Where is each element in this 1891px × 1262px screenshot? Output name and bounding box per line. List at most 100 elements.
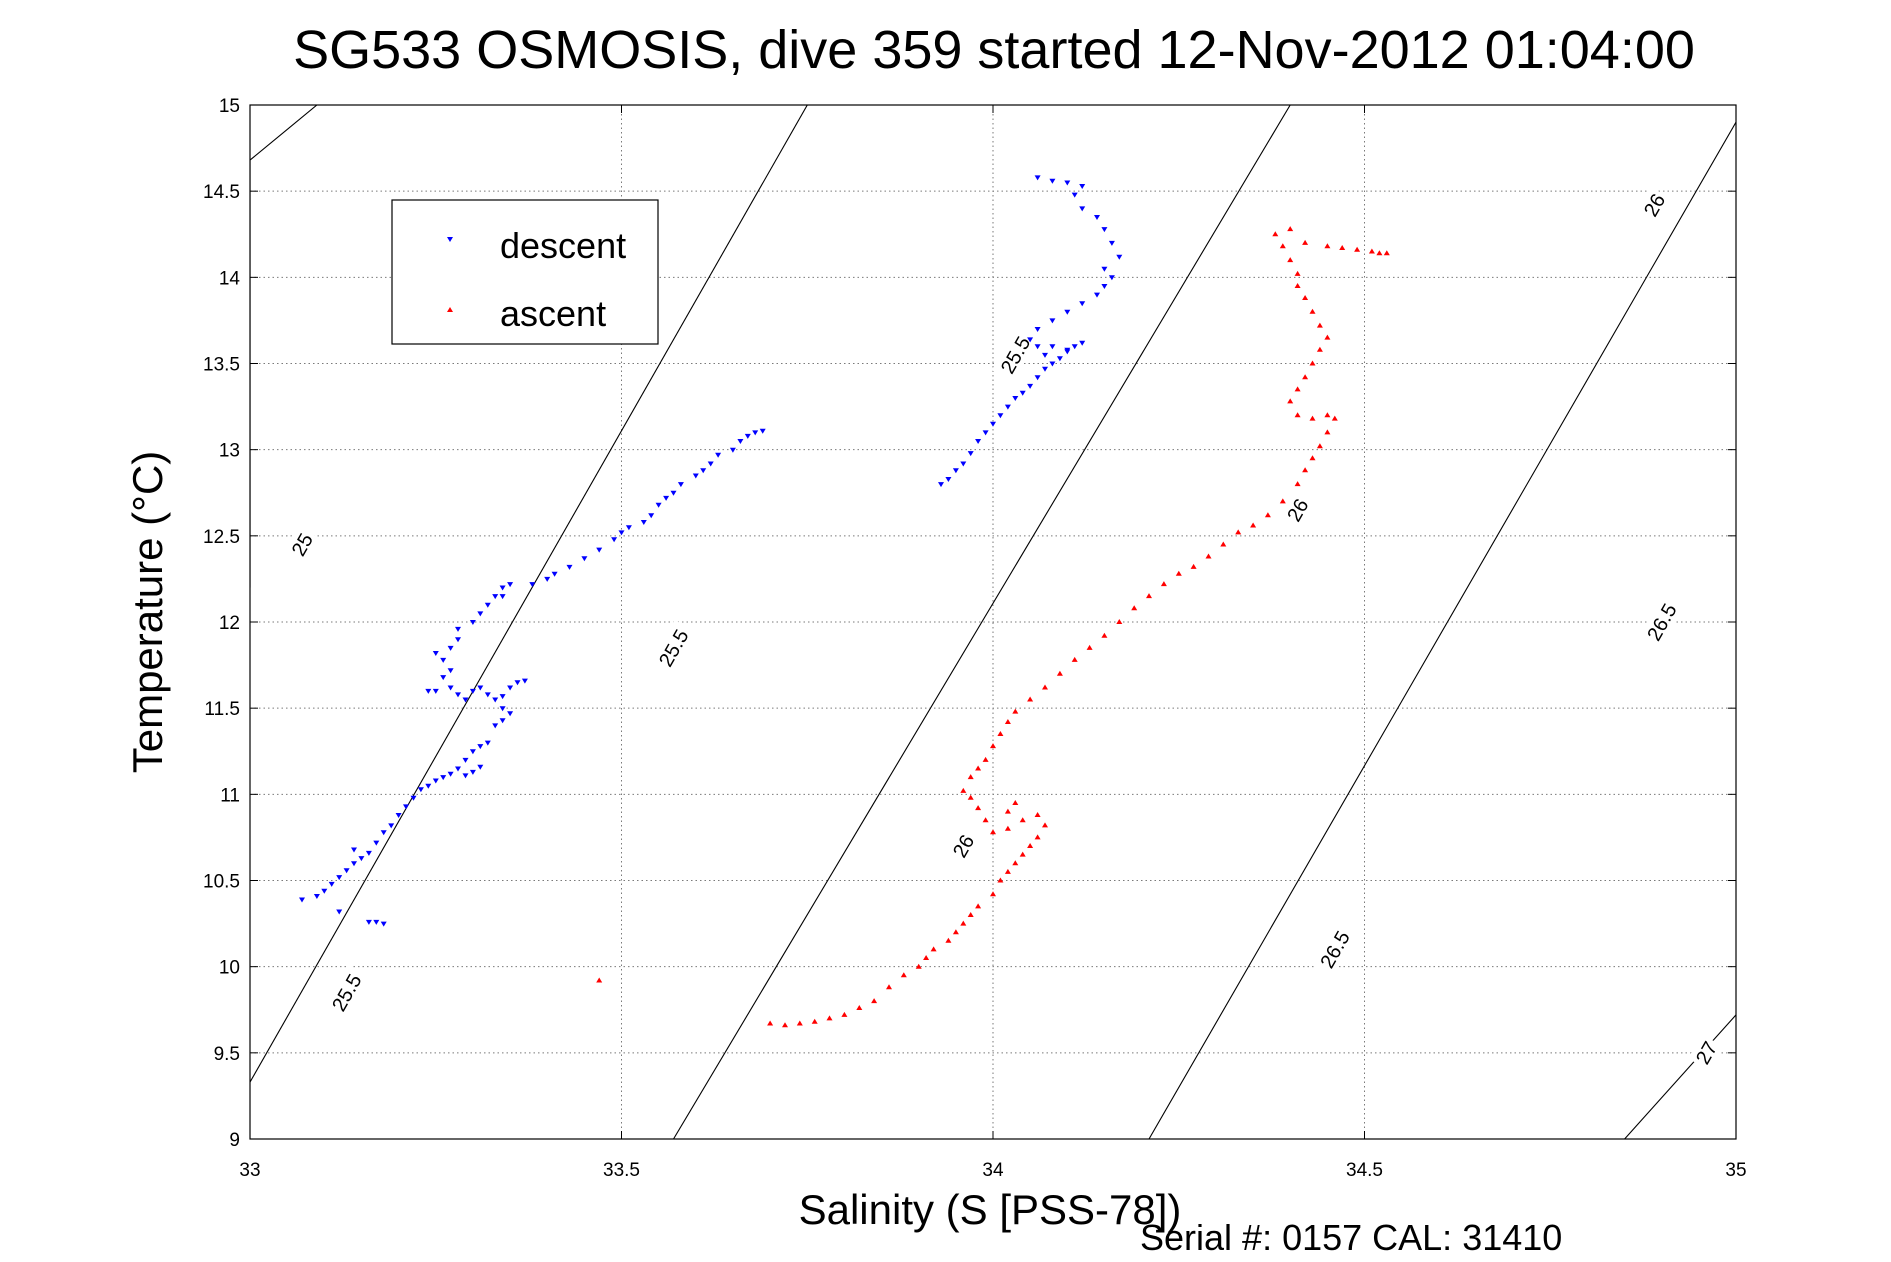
ascent-point bbox=[982, 817, 989, 823]
descent-point bbox=[343, 868, 350, 874]
descent-point bbox=[618, 530, 625, 536]
ascent-point bbox=[856, 1005, 863, 1010]
descent-point bbox=[514, 680, 521, 686]
x-tick-label: 33.5 bbox=[603, 1160, 640, 1181]
descent-point bbox=[1042, 366, 1048, 372]
descent-point bbox=[477, 744, 484, 750]
descent-point bbox=[759, 428, 766, 434]
descent-point bbox=[462, 697, 469, 703]
descent-point bbox=[1108, 275, 1115, 281]
descent-point bbox=[1056, 356, 1063, 362]
ascent-point bbox=[1071, 656, 1078, 662]
ascent-point bbox=[1034, 834, 1041, 840]
y-tick-label: 9 bbox=[229, 1130, 240, 1151]
ascent-point bbox=[900, 972, 907, 978]
descent-point bbox=[395, 813, 402, 818]
descent-point bbox=[729, 447, 736, 453]
y-tick-label: 10 bbox=[219, 958, 240, 979]
descent-point bbox=[1064, 347, 1071, 353]
descent-point bbox=[299, 897, 305, 903]
x-tick-label: 33 bbox=[239, 1160, 260, 1181]
descent-point bbox=[484, 602, 491, 608]
descent-point bbox=[1042, 352, 1048, 358]
ascent-point bbox=[1004, 868, 1011, 874]
descent-point bbox=[455, 692, 461, 698]
descent-point bbox=[351, 847, 357, 853]
y-tick-label: 13.5 bbox=[203, 355, 240, 376]
ascent-point bbox=[1272, 231, 1279, 237]
ascent-point bbox=[811, 1018, 818, 1024]
descent-point bbox=[1034, 375, 1041, 381]
descent-point bbox=[425, 688, 432, 694]
descent-point bbox=[440, 657, 447, 663]
ascent-point bbox=[1302, 239, 1309, 245]
descent-point bbox=[440, 675, 447, 681]
descent-point bbox=[336, 909, 343, 915]
ascent-point bbox=[1287, 257, 1294, 263]
descent-point bbox=[677, 482, 684, 488]
ascent-point bbox=[930, 946, 937, 952]
ascent-point bbox=[1316, 346, 1323, 352]
density-contours bbox=[250, 105, 1736, 1139]
contour-label-background bbox=[1688, 1034, 1723, 1071]
descent-point bbox=[358, 856, 365, 862]
descent-point bbox=[484, 740, 491, 746]
ascent-point bbox=[1101, 632, 1108, 638]
legend-descent-label: descent bbox=[500, 225, 626, 266]
descent-point bbox=[365, 919, 372, 925]
descent-point bbox=[566, 564, 573, 570]
ascent-point bbox=[1034, 812, 1041, 817]
descent-point bbox=[447, 668, 454, 674]
x-tick-label: 35 bbox=[1725, 1160, 1746, 1181]
ascent-point bbox=[1116, 619, 1123, 624]
x-axis-ticks: 33 33.5 34 34.5 35 bbox=[239, 105, 1747, 1181]
descent-point bbox=[1094, 215, 1100, 220]
ascent-point bbox=[1056, 670, 1063, 676]
descent-point bbox=[1094, 292, 1100, 298]
descent-point bbox=[477, 764, 484, 770]
descent-point bbox=[373, 919, 380, 925]
ascent-point bbox=[1302, 295, 1309, 300]
ascent-point bbox=[1042, 822, 1048, 828]
descent-point bbox=[1108, 240, 1115, 246]
descent-point bbox=[507, 685, 514, 691]
descent-point bbox=[417, 787, 424, 793]
descent-point bbox=[1049, 344, 1056, 350]
ascent-point bbox=[1383, 250, 1390, 256]
descent-point bbox=[447, 771, 454, 777]
ascent-point bbox=[1309, 455, 1316, 461]
descent-point bbox=[447, 685, 454, 691]
contour-label-background bbox=[1311, 921, 1357, 977]
ascent-point bbox=[915, 963, 922, 969]
descent-point bbox=[455, 637, 461, 643]
ascent-point bbox=[1376, 250, 1383, 256]
ascent-point bbox=[1287, 398, 1294, 404]
ascent-point bbox=[982, 756, 989, 762]
ascent-point bbox=[1339, 245, 1346, 250]
ascent-point bbox=[1354, 246, 1361, 252]
descent-point bbox=[373, 840, 380, 846]
ascent-point bbox=[967, 794, 974, 800]
descent-point bbox=[1101, 227, 1108, 233]
descent-point bbox=[447, 645, 454, 651]
descent-point bbox=[938, 482, 944, 488]
ascent-point bbox=[1302, 467, 1309, 473]
descent-point bbox=[388, 823, 395, 829]
descent-point bbox=[410, 795, 417, 801]
descent-point bbox=[551, 571, 558, 577]
descent-point bbox=[469, 749, 476, 755]
descent-point bbox=[1071, 192, 1078, 198]
ascent-point bbox=[1019, 851, 1026, 857]
ascent-point bbox=[1131, 605, 1138, 611]
ascent-point bbox=[1324, 334, 1331, 340]
ascent-point bbox=[960, 920, 967, 926]
ascent-point bbox=[1294, 386, 1301, 392]
descent-point bbox=[462, 773, 469, 779]
descent-point bbox=[477, 611, 484, 617]
contour-label-background bbox=[945, 827, 980, 864]
descent-point bbox=[960, 461, 967, 467]
y-tick-label: 12.5 bbox=[203, 527, 240, 548]
ascent-point bbox=[1294, 283, 1301, 288]
descent-point bbox=[1019, 390, 1026, 396]
ascent-point bbox=[1146, 593, 1152, 599]
